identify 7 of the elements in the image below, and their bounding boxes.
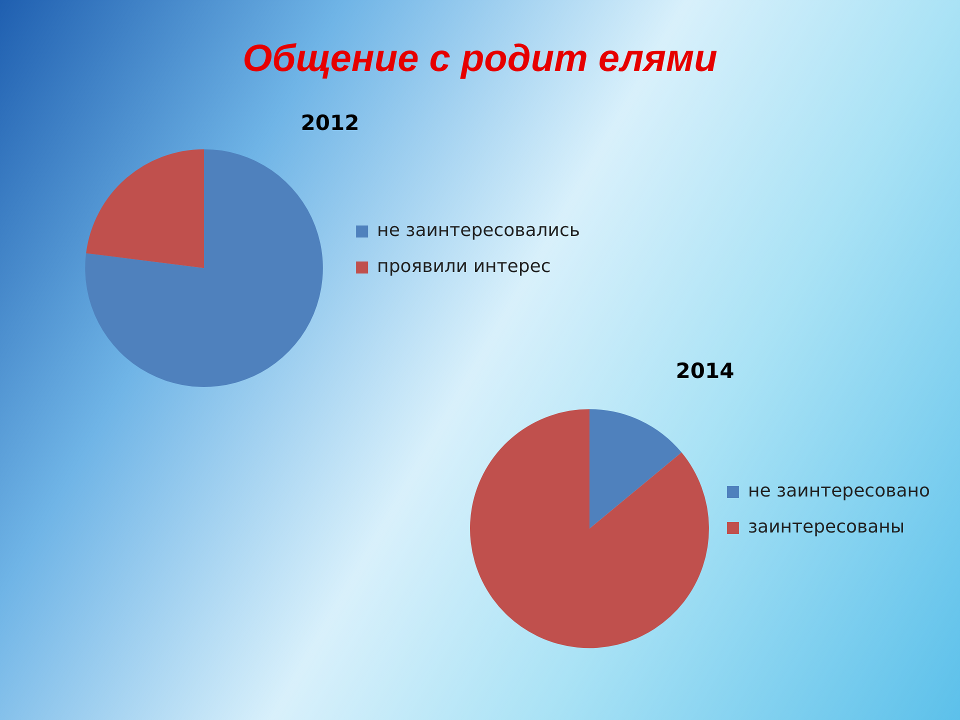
legend-label: не заинтересовались (377, 220, 580, 242)
chart-title: 2014 (676, 359, 734, 384)
legend-label: проявили интерес (377, 256, 551, 278)
legend-label: не заинтересовано (748, 480, 930, 502)
legend-label: заинтересованы (748, 516, 905, 538)
chart-title: 2012 (300, 111, 360, 136)
text: Общение с родит елями (242, 38, 718, 81)
